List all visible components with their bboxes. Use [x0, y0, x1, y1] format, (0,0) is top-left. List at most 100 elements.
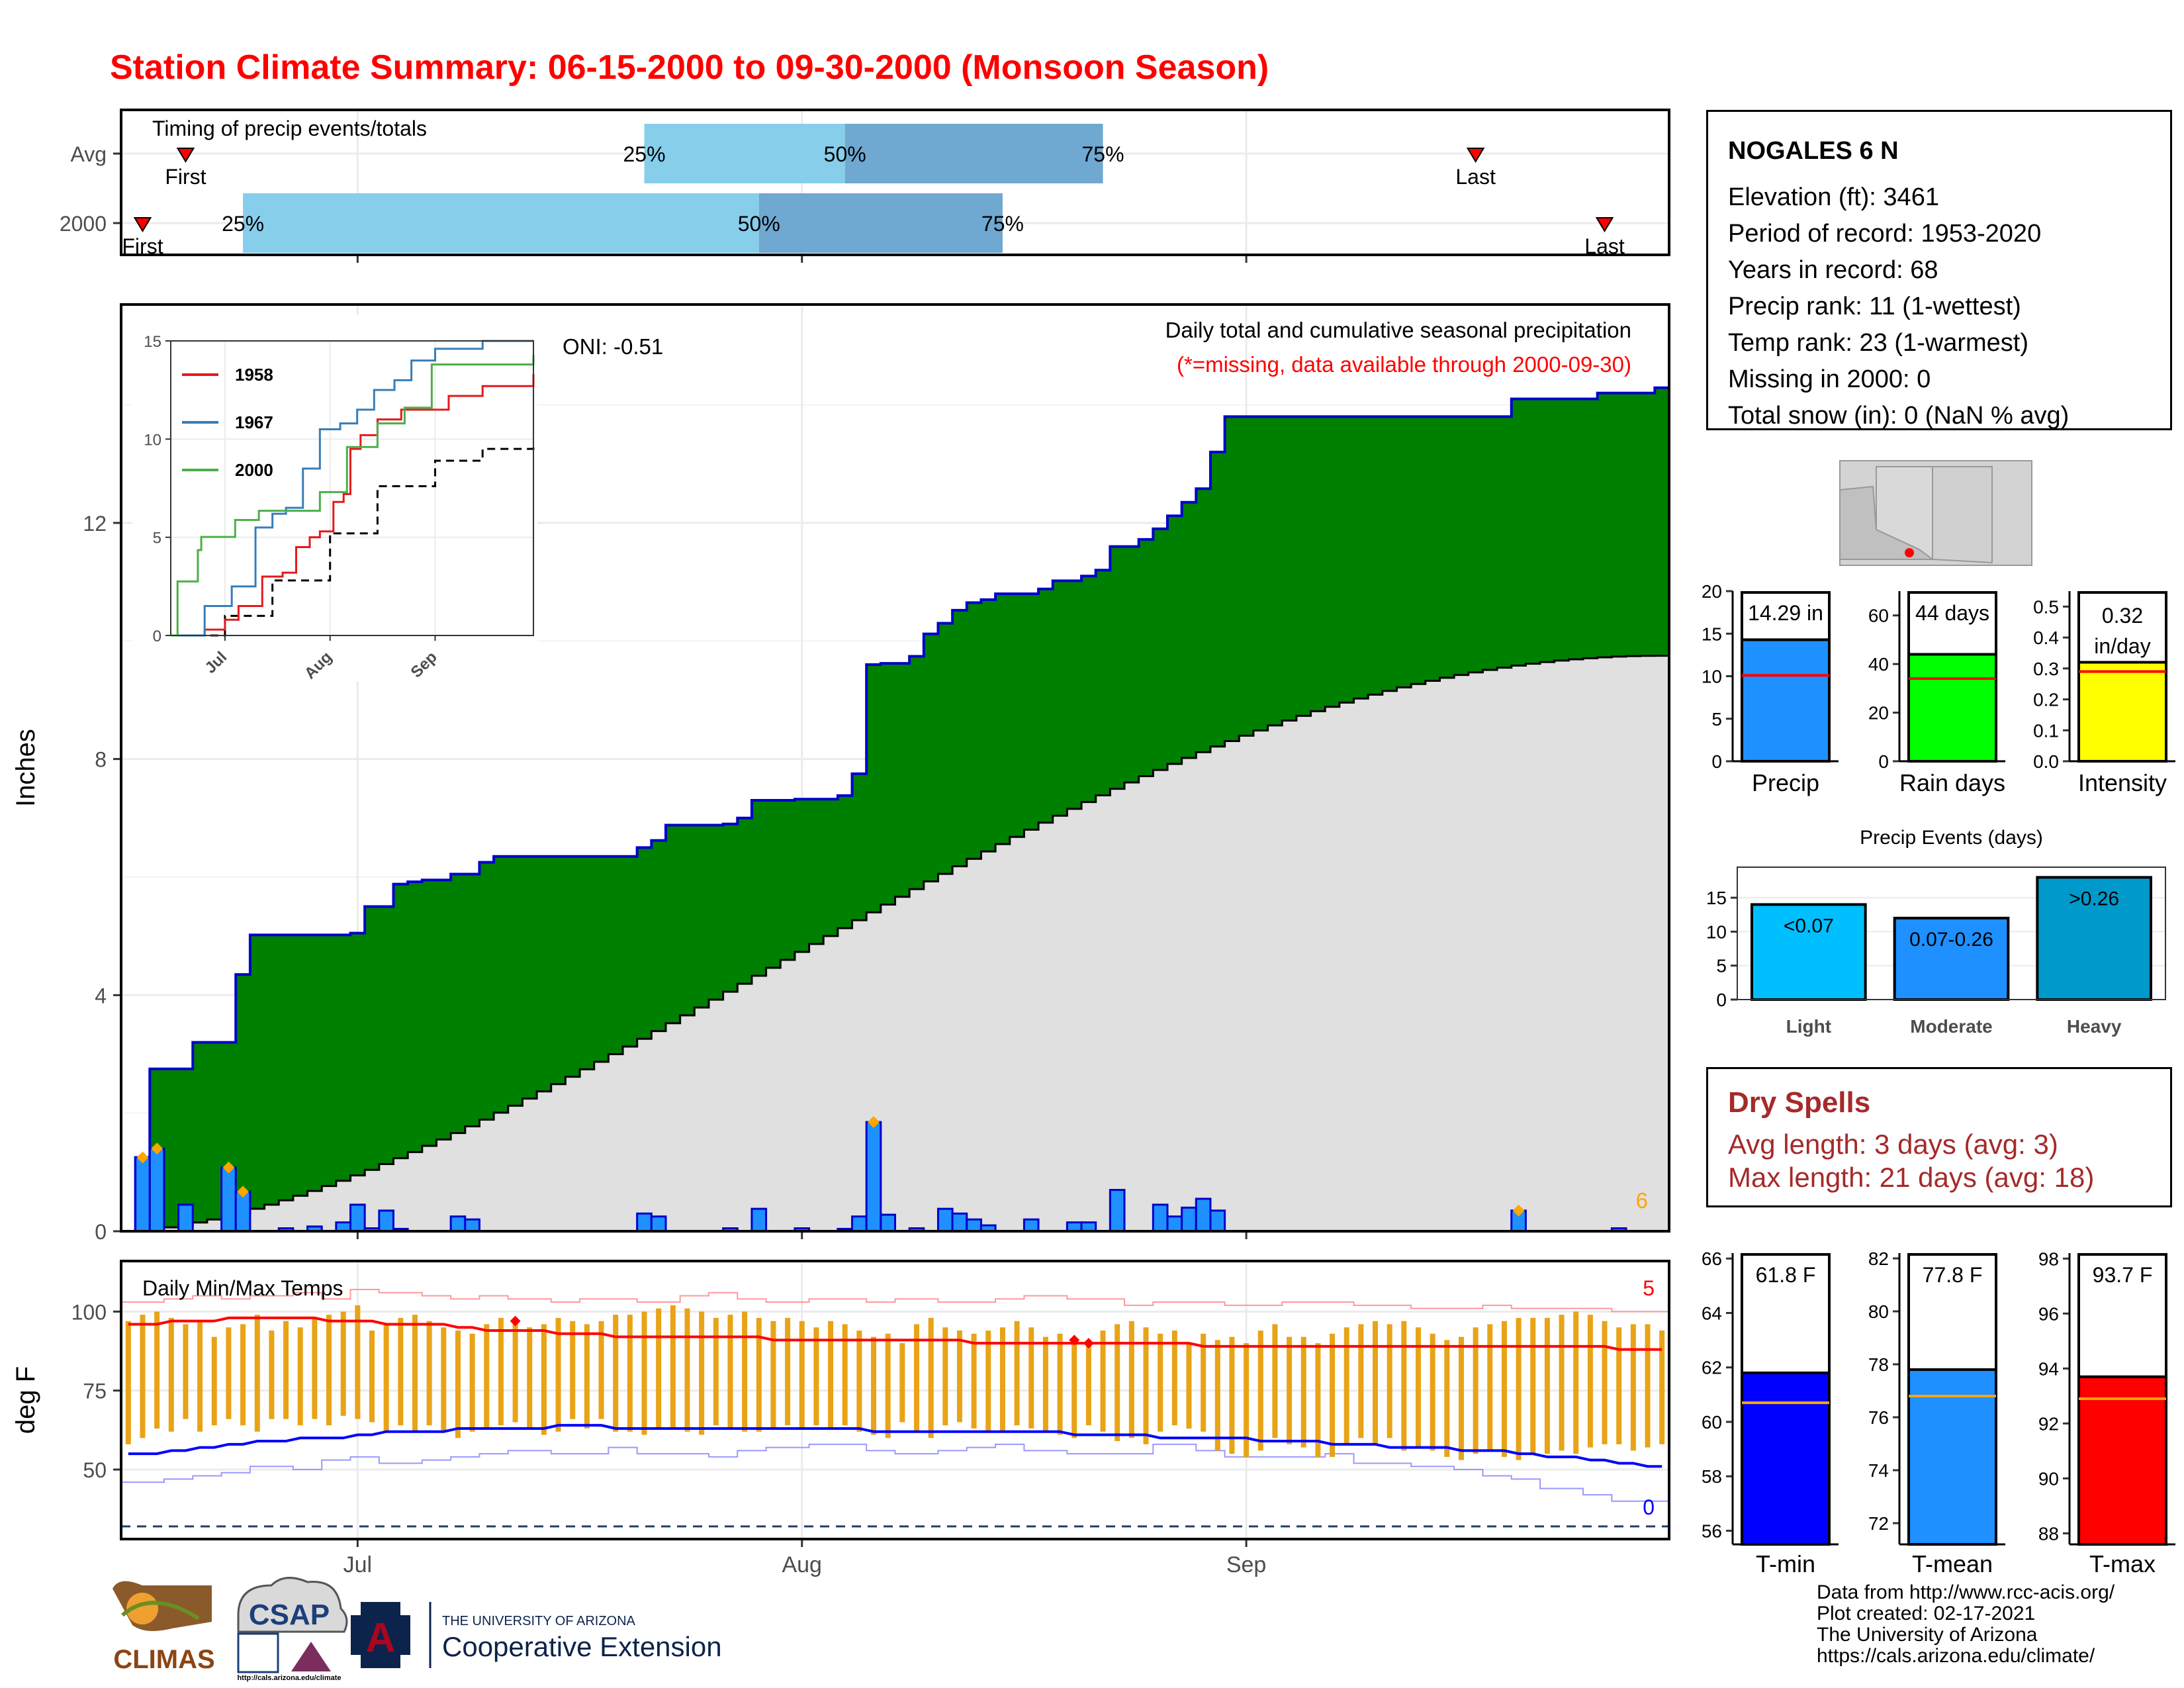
daily-temp-bar	[283, 1321, 289, 1419]
y-tick-label: 40	[1868, 654, 1889, 675]
summary-label-box	[1741, 591, 1831, 641]
x-tick-label: Sep	[1226, 1552, 1267, 1577]
daily-temp-bar	[1244, 1343, 1250, 1457]
daily-temp-bar	[168, 1317, 174, 1432]
timing-title: Timing of precip events/totals	[152, 117, 427, 140]
normal-min-line	[128, 1424, 1662, 1468]
station-years: Years in record: 68	[1728, 256, 1938, 284]
daily-temp-bar	[1042, 1336, 1048, 1432]
daily-temp-bar	[742, 1311, 748, 1432]
event-bar-moderate	[1893, 916, 2010, 1002]
y-tick-label: 82	[1868, 1248, 1889, 1269]
climas-sun-icon	[126, 1593, 158, 1624]
event-category-label: Light	[1786, 1016, 1831, 1037]
precip-events-chart: <0.07 Light 0.07-0.26 Moderate >0.26 Heavy 0 5 1…	[1706, 827, 2166, 1037]
daily-temp-bar	[1444, 1340, 1450, 1457]
timing-bar-q25-q50	[644, 124, 845, 183]
daily-precip-bar	[1209, 1209, 1226, 1233]
y-tick-label: 94	[2038, 1358, 2059, 1379]
daily-temp-bar	[355, 1305, 361, 1419]
station-name: NOGALES 6 N	[1728, 137, 1899, 165]
arizona-locator-map	[1839, 460, 2032, 566]
daily-temp-bar	[441, 1327, 447, 1432]
inset-legend-label: 2000	[235, 460, 273, 480]
daily-temp-bar	[1559, 1315, 1565, 1451]
daily-temp-bar	[785, 1317, 791, 1426]
summary-value-label: 61.8 F	[1756, 1263, 1816, 1287]
station-temp-rank: Temp rank: 23 (1-warmest)	[1728, 329, 2029, 357]
timing-marker-first	[176, 148, 195, 163]
daily-temp-bar	[541, 1324, 547, 1435]
daily-temp-bar	[885, 1333, 891, 1438]
timing-bar-q25-q50	[243, 193, 759, 253]
daily-temp-bar	[1014, 1321, 1020, 1426]
summary-value-label: 93.7 F	[2093, 1263, 2153, 1287]
record-low-count: 0	[1643, 1495, 1655, 1519]
y-tick-label: 60	[1702, 1412, 1722, 1432]
timing-label-q75: 75%	[981, 212, 1024, 236]
dry-spells-avg: Avg length: 3 days (avg: 3)	[1728, 1129, 2058, 1160]
daily-temp-bar	[1487, 1324, 1493, 1451]
ua-logo-letter: A	[366, 1615, 396, 1661]
daily-temp-bar	[928, 1317, 934, 1438]
inset-y-tick-label: 15	[144, 333, 161, 351]
y-tick-label: 0	[95, 1220, 107, 1244]
daily-temp-bar	[1186, 1343, 1192, 1429]
record-precip-marker	[222, 1161, 235, 1174]
x-tick-label: Aug	[782, 1552, 822, 1577]
logos: CLIMAS CSAP http://cals.arizona.edu/climat…	[113, 1577, 722, 1682]
y-tick-label: 4	[95, 984, 107, 1008]
daily-temp-bar	[1430, 1333, 1435, 1451]
y-axis-label: Inches	[11, 729, 40, 807]
daily-temp-bar	[498, 1317, 504, 1426]
daily-temp-bar	[942, 1327, 948, 1426]
y-tick-label: 56	[1702, 1521, 1722, 1541]
inset-series-1967	[171, 340, 533, 637]
dry-spells-box: Dry Spells Avg length: 3 days (avg: 3) M…	[1706, 1067, 2172, 1207]
csap-grid-icon	[237, 1632, 279, 1673]
daily-temp-bar	[1330, 1333, 1336, 1457]
event-category-label: Heavy	[2067, 1016, 2122, 1037]
record-precip-marker	[868, 1116, 880, 1129]
daily-temp-bar	[985, 1331, 991, 1432]
timing-marker-first	[133, 217, 152, 232]
ua-top-text: THE UNIVERSITY OF ARIZONA	[442, 1614, 636, 1628]
inset-legend-label: 1958	[235, 365, 273, 385]
inset-background	[132, 315, 537, 682]
daily-temp-bar	[1071, 1340, 1077, 1438]
daily-temp-bar	[727, 1315, 733, 1429]
event-bar-label: 0.07-0.26	[1909, 929, 1993, 951]
daily-precip-bar	[1109, 1189, 1126, 1233]
daily-precip-bar	[220, 1166, 237, 1233]
daily-temp-bar	[641, 1311, 647, 1435]
daily-temp-bar	[1315, 1343, 1321, 1457]
summary-value-label: 77.8 F	[1923, 1263, 1983, 1287]
daily-precip-bar	[1023, 1218, 1040, 1233]
summary-bar-rain-days	[1907, 653, 1997, 763]
inset-y-tick-label: 10	[144, 431, 161, 449]
station-location-dot	[1905, 548, 1914, 557]
csap-mountain-icon	[291, 1642, 331, 1671]
daily-temp-bar	[269, 1331, 275, 1419]
credit-line: The University of Arizona	[1817, 1624, 2038, 1646]
daily-temp-bar	[1501, 1321, 1507, 1457]
daily-precip-bar	[880, 1213, 897, 1233]
precip-subtitle: (*=missing, data available through 2000-…	[1177, 352, 1631, 377]
daily-precip-bar	[951, 1212, 968, 1233]
daily-temp-bar	[1530, 1317, 1536, 1454]
daily-temp-bar	[1458, 1336, 1464, 1460]
daily-temp-bar	[1115, 1324, 1120, 1442]
summary-value-label: 14.29 in	[1748, 601, 1823, 625]
y-tick-label: 20	[1702, 581, 1722, 602]
daily-temp-bar	[1300, 1336, 1306, 1448]
dry-spells-max: Max length: 21 days (avg: 18)	[1728, 1162, 2095, 1193]
y-tick-label: 0	[1711, 751, 1722, 772]
csap-logo-text: CSAP	[249, 1599, 330, 1631]
record-high-marker	[1083, 1338, 1094, 1349]
event-bar-label: >0.26	[2069, 888, 2119, 910]
y-tick-label: 72	[1868, 1513, 1889, 1534]
events-frame	[1737, 867, 2166, 1000]
summary-panel-name: Rain days	[1899, 769, 2005, 796]
daily-temp-bar	[527, 1327, 533, 1429]
